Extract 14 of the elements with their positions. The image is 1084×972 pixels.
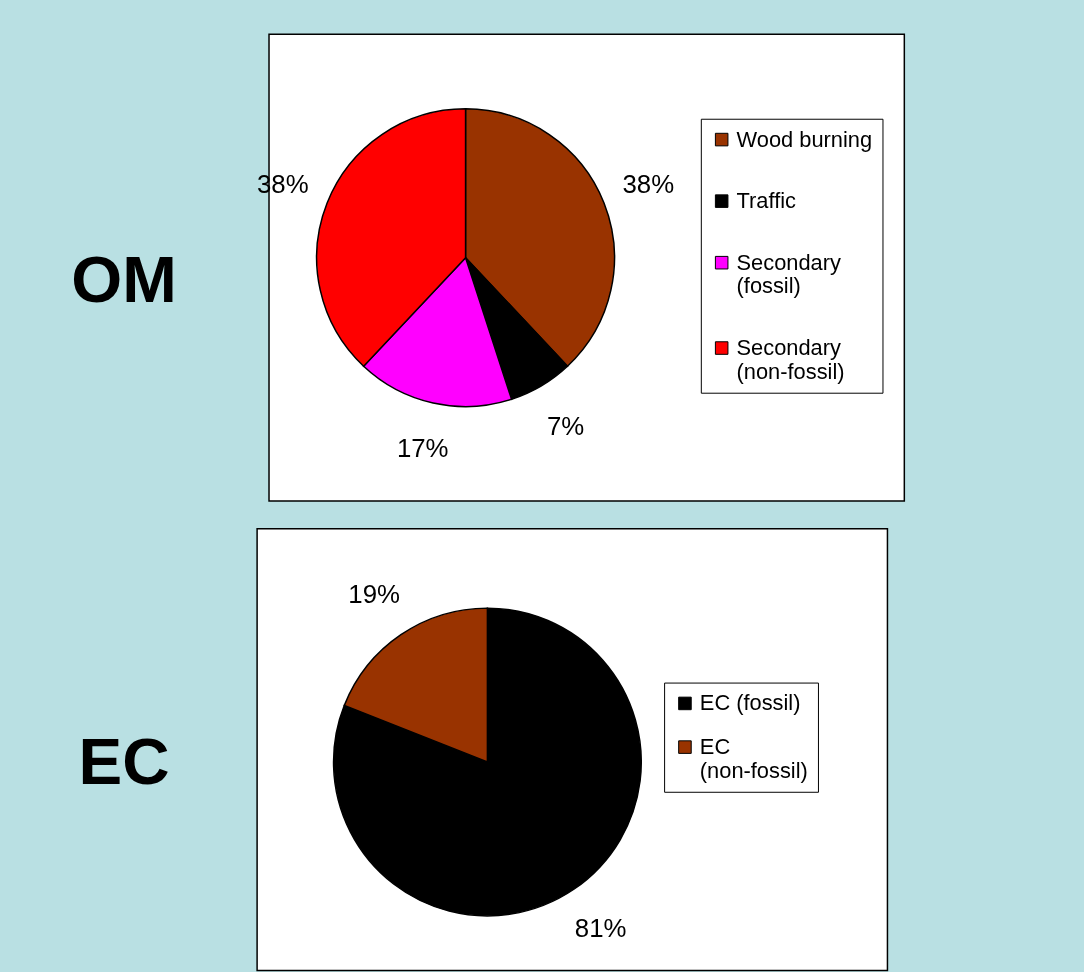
data-label: 17% (396, 434, 449, 463)
text: OM (71, 243, 177, 317)
legend-label: EC (fossil) (699, 690, 801, 716)
legend-label: Secondary (non-fossil) (736, 335, 845, 384)
pie-slice (332, 607, 642, 917)
legend-label: Secondary (fossil) (736, 249, 842, 299)
data-label: 81% (574, 913, 627, 942)
legend-label: Wood burning (736, 126, 873, 152)
data-label: 19% (348, 580, 401, 609)
legend-label: EC (non-fossil) (699, 734, 808, 783)
legend-label: Traffic (736, 188, 797, 214)
data-label: 7% (546, 411, 585, 440)
text: EC (78, 725, 170, 799)
data-label: 38% (622, 170, 675, 199)
